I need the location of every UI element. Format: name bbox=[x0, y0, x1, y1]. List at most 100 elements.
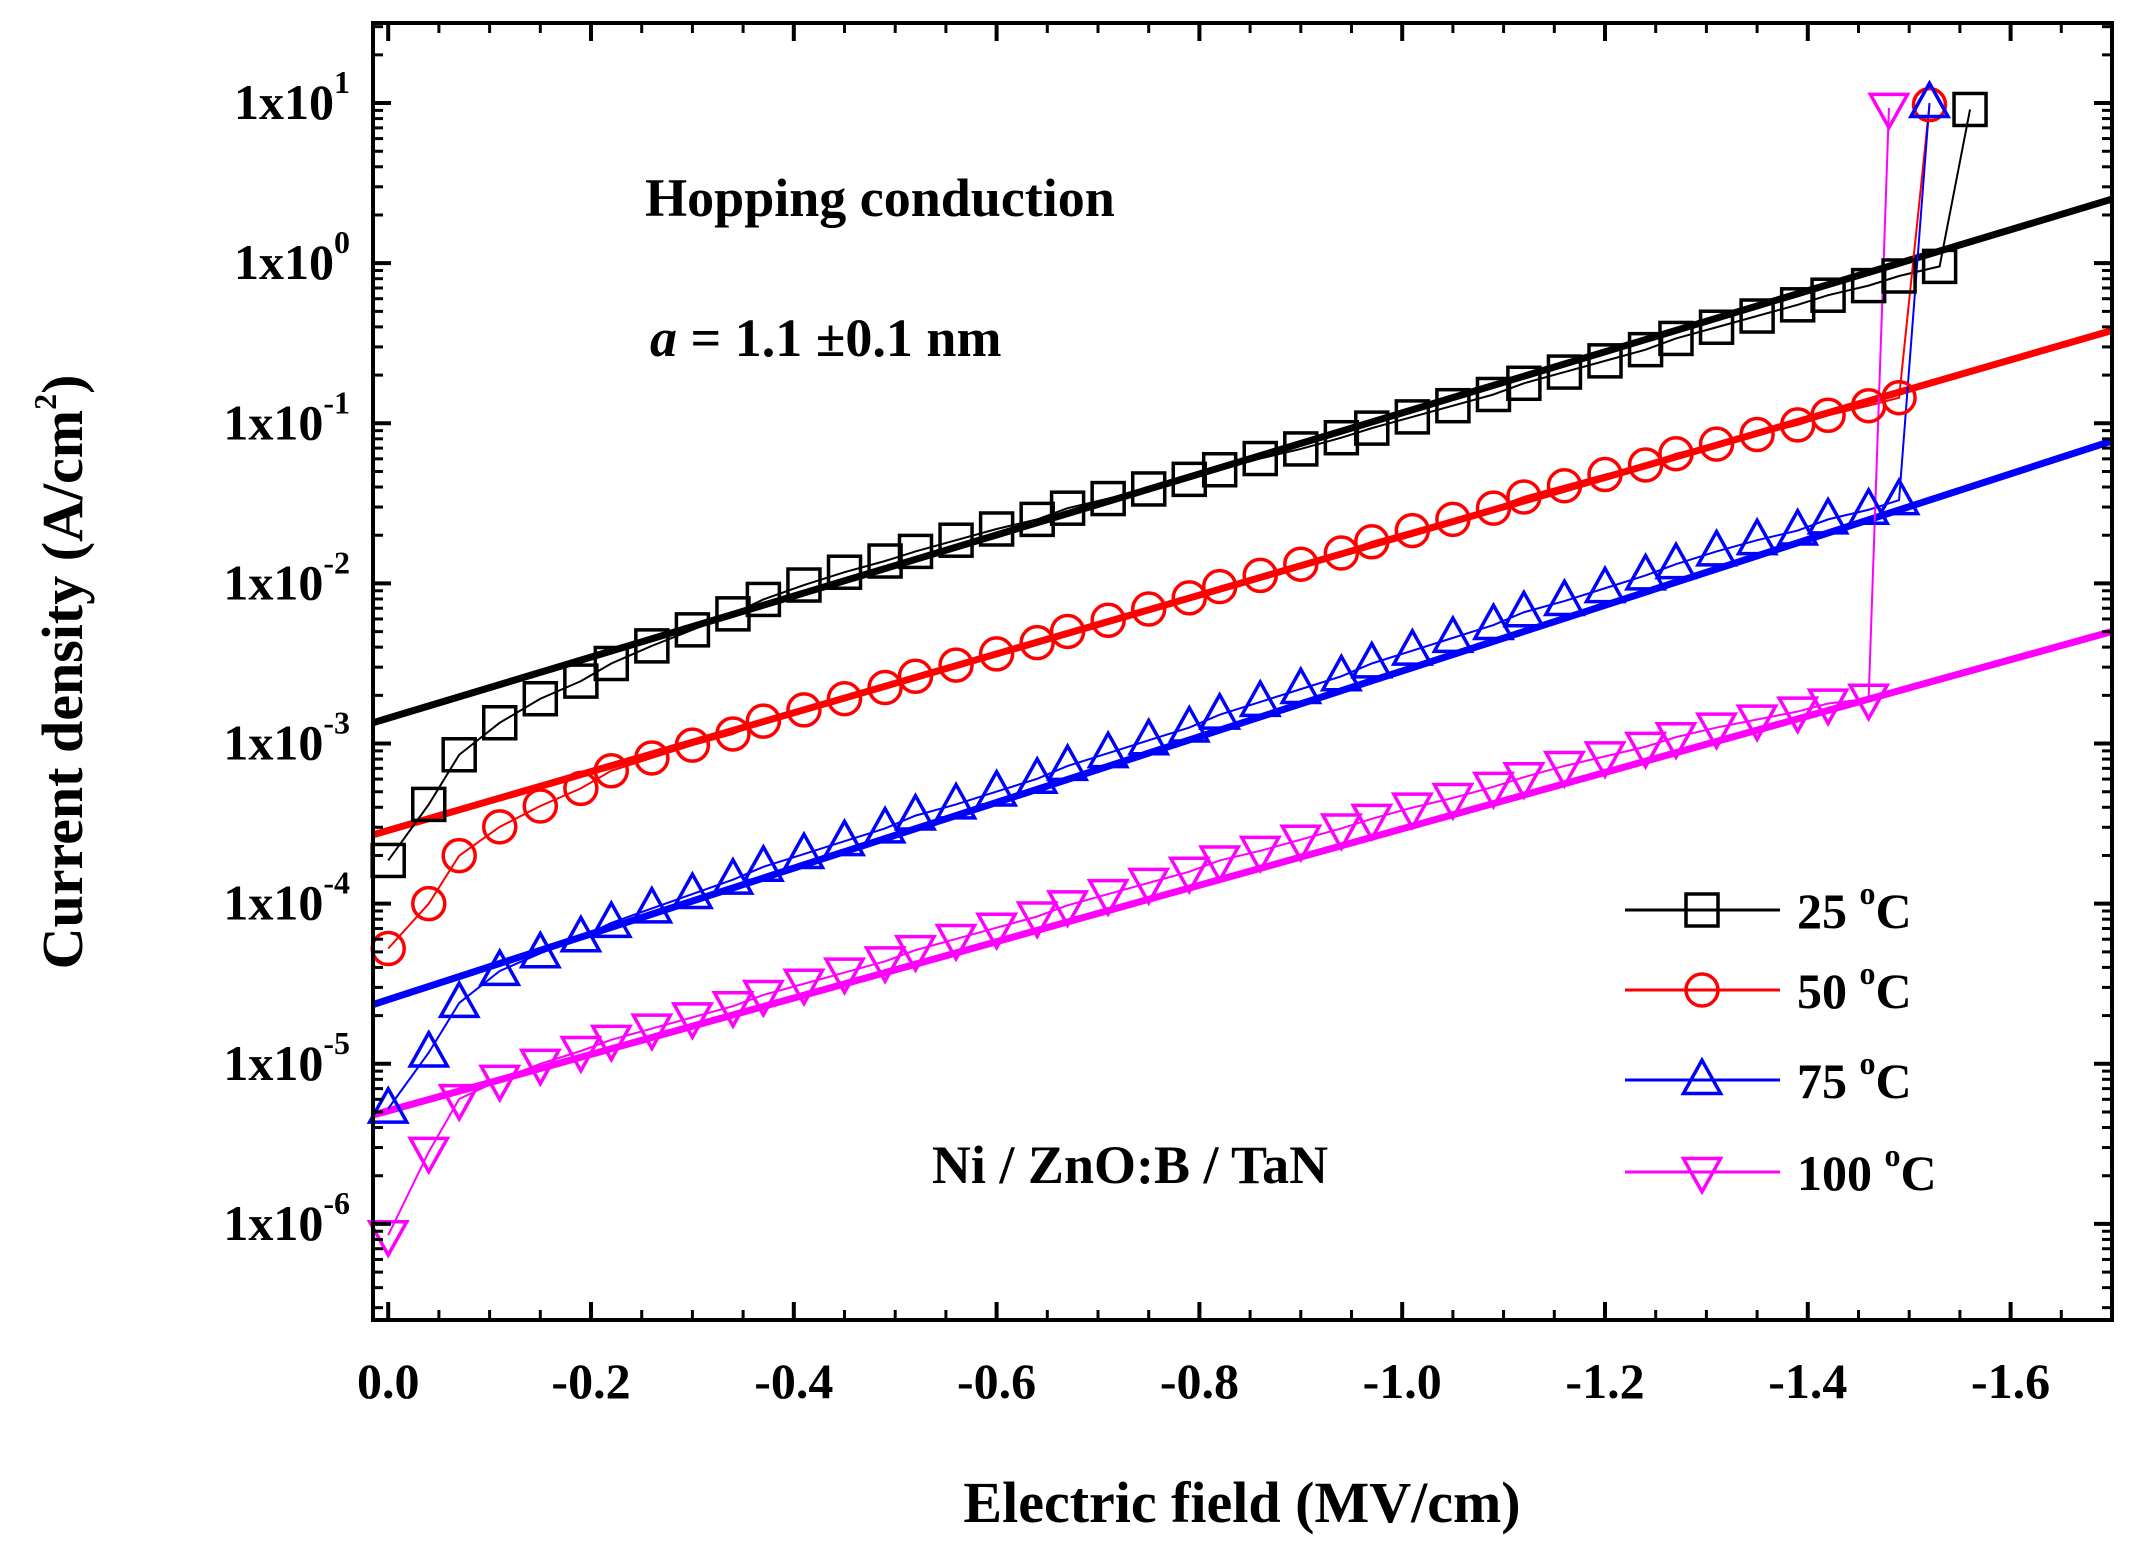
x-tick-label: -0.4 bbox=[754, 1353, 833, 1409]
data-point-s0-42 bbox=[1952, 91, 1988, 128]
data-point-s3-6 bbox=[589, 1024, 633, 1064]
data-point-s1-11 bbox=[786, 692, 822, 728]
device-annotation: Ni / ZnO:B / TaN bbox=[932, 1135, 1328, 1195]
data-point-s1-3 bbox=[481, 809, 518, 845]
data-point-s3-26 bbox=[1350, 803, 1394, 843]
data-point-s2-8 bbox=[670, 870, 714, 910]
y-tick-label: 1x10-4 bbox=[223, 865, 350, 931]
y-tick-label: 1x100 bbox=[234, 224, 350, 290]
data-point-s2-7 bbox=[630, 885, 674, 924]
data-point-s3-17 bbox=[1015, 901, 1059, 940]
data-point-s3-23 bbox=[1238, 835, 1282, 875]
legend: 25 oC 50 oC 75 oC 100 oC bbox=[1625, 875, 1937, 1201]
data-point-s2-6 bbox=[589, 899, 633, 939]
data-point-s0-41 bbox=[1921, 248, 1958, 285]
series-line-2 bbox=[387, 102, 1931, 1110]
data-point-s2-15 bbox=[934, 780, 978, 820]
data-point-s1-18 bbox=[1049, 613, 1086, 650]
data-point-s3-2 bbox=[437, 1083, 481, 1123]
data-point-s3-9 bbox=[711, 990, 755, 1030]
x-tick-label: -1.0 bbox=[1363, 1353, 1442, 1409]
legend-label-1: 50 oC bbox=[1797, 955, 1912, 1019]
data-point-s1-12 bbox=[826, 680, 863, 717]
data-point-s1-26 bbox=[1354, 524, 1390, 560]
data-point-s1-13 bbox=[867, 669, 903, 706]
legend-marker-1 bbox=[1684, 972, 1720, 1008]
data-point-s2-3 bbox=[478, 947, 522, 987]
x-axis-ticks: 0.0 -0.2 -0.4 -0.6 -0.8 -1.0 -1.2 -1.4 -1.6 bbox=[357, 23, 2114, 1409]
data-point-s2-12 bbox=[822, 817, 867, 857]
data-point-s0-2 bbox=[441, 737, 477, 773]
x-tick-label: -0.6 bbox=[957, 1353, 1036, 1409]
data-point-s2-2 bbox=[437, 979, 481, 1019]
data-point-s0-11 bbox=[786, 567, 822, 603]
y-tick-label: 1x10-6 bbox=[223, 1185, 350, 1251]
data-point-s1-15 bbox=[938, 647, 974, 683]
data-point-s2-17 bbox=[1015, 755, 1059, 794]
data-point-s3-31 bbox=[1542, 750, 1586, 790]
data-point-s1-33 bbox=[1627, 447, 1664, 483]
y-tick-label: 1x101 bbox=[234, 64, 350, 130]
data-point-s0-32 bbox=[1587, 343, 1623, 379]
y-tick-label: 1x10-5 bbox=[223, 1025, 350, 1091]
data-point-s3-3 bbox=[478, 1064, 522, 1104]
data-point-s2-32 bbox=[1583, 564, 1627, 604]
data-point-s1-17 bbox=[1019, 624, 1055, 661]
data-point-s1-8 bbox=[674, 727, 711, 763]
data-point-s3-37 bbox=[1776, 696, 1820, 735]
series-line-3 bbox=[387, 107, 1890, 1236]
data-point-s1-27 bbox=[1394, 512, 1431, 549]
data-point-s2-28 bbox=[1431, 614, 1475, 654]
data-point-s0-1 bbox=[411, 786, 447, 823]
data-point-s3-24 bbox=[1279, 824, 1323, 864]
data-point-s1-30 bbox=[1506, 479, 1542, 515]
data-point-s0-40 bbox=[1881, 258, 1917, 294]
data-point-s2-40 bbox=[1877, 476, 1921, 516]
data-point-s3-36 bbox=[1735, 704, 1779, 743]
data-point-s1-28 bbox=[1435, 501, 1471, 538]
data-point-s1-9 bbox=[715, 716, 751, 752]
data-point-s2-5 bbox=[559, 913, 603, 953]
data-point-s0-34 bbox=[1658, 320, 1694, 357]
data-point-s1-1 bbox=[411, 885, 447, 922]
data-point-s3-12 bbox=[822, 957, 867, 996]
data-point-s2-38 bbox=[1806, 495, 1850, 535]
x-tick-label: -1.2 bbox=[1565, 1353, 1644, 1409]
fit-line-1 bbox=[373, 327, 2112, 839]
data-point-s0-19 bbox=[1090, 480, 1126, 517]
data-point-s1-35 bbox=[1698, 426, 1735, 462]
data-point-s2-21 bbox=[1167, 704, 1211, 743]
data-point-s2-1 bbox=[407, 1029, 451, 1068]
data-point-s2-11 bbox=[782, 830, 826, 870]
data-point-s1-5 bbox=[563, 770, 599, 807]
data-point-s2-22 bbox=[1198, 691, 1242, 730]
data-point-s0-26 bbox=[1354, 410, 1390, 446]
data-point-s3-30 bbox=[1502, 761, 1546, 801]
data-point-s2-36 bbox=[1735, 516, 1779, 556]
y-axis-title-close: ) bbox=[30, 375, 95, 394]
data-point-s3-39 bbox=[1847, 683, 1891, 723]
data-point-s3-22 bbox=[1198, 845, 1242, 884]
data-point-s1-4 bbox=[522, 788, 559, 824]
data-point-s3-29 bbox=[1471, 771, 1516, 811]
data-point-s0-3 bbox=[481, 704, 518, 741]
data-point-s1-6 bbox=[593, 753, 630, 789]
data-point-s2-0 bbox=[366, 1085, 410, 1124]
data-point-s1-16 bbox=[978, 636, 1015, 672]
data-point-s3-11 bbox=[782, 968, 826, 1008]
x-tick-label: -1.6 bbox=[1971, 1353, 2050, 1409]
data-markers bbox=[366, 79, 1988, 1259]
legend-marker-3 bbox=[1680, 1156, 1724, 1196]
legend-label-2: 75 oC bbox=[1797, 1045, 1912, 1109]
data-point-s1-7 bbox=[634, 740, 670, 776]
data-point-s3-32 bbox=[1583, 741, 1627, 780]
data-point-s3-16 bbox=[975, 912, 1019, 952]
plot-frame bbox=[371, 21, 2114, 1322]
data-point-s2-16 bbox=[975, 768, 1019, 807]
data-point-s2-35 bbox=[1695, 527, 1739, 567]
data-point-s3-20 bbox=[1127, 867, 1171, 907]
data-point-s3-5 bbox=[559, 1035, 603, 1075]
data-point-s0-14 bbox=[897, 533, 934, 570]
data-point-s1-14 bbox=[897, 658, 934, 695]
